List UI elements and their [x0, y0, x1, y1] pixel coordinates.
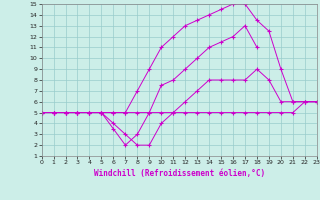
X-axis label: Windchill (Refroidissement éolien,°C): Windchill (Refroidissement éolien,°C): [94, 169, 265, 178]
